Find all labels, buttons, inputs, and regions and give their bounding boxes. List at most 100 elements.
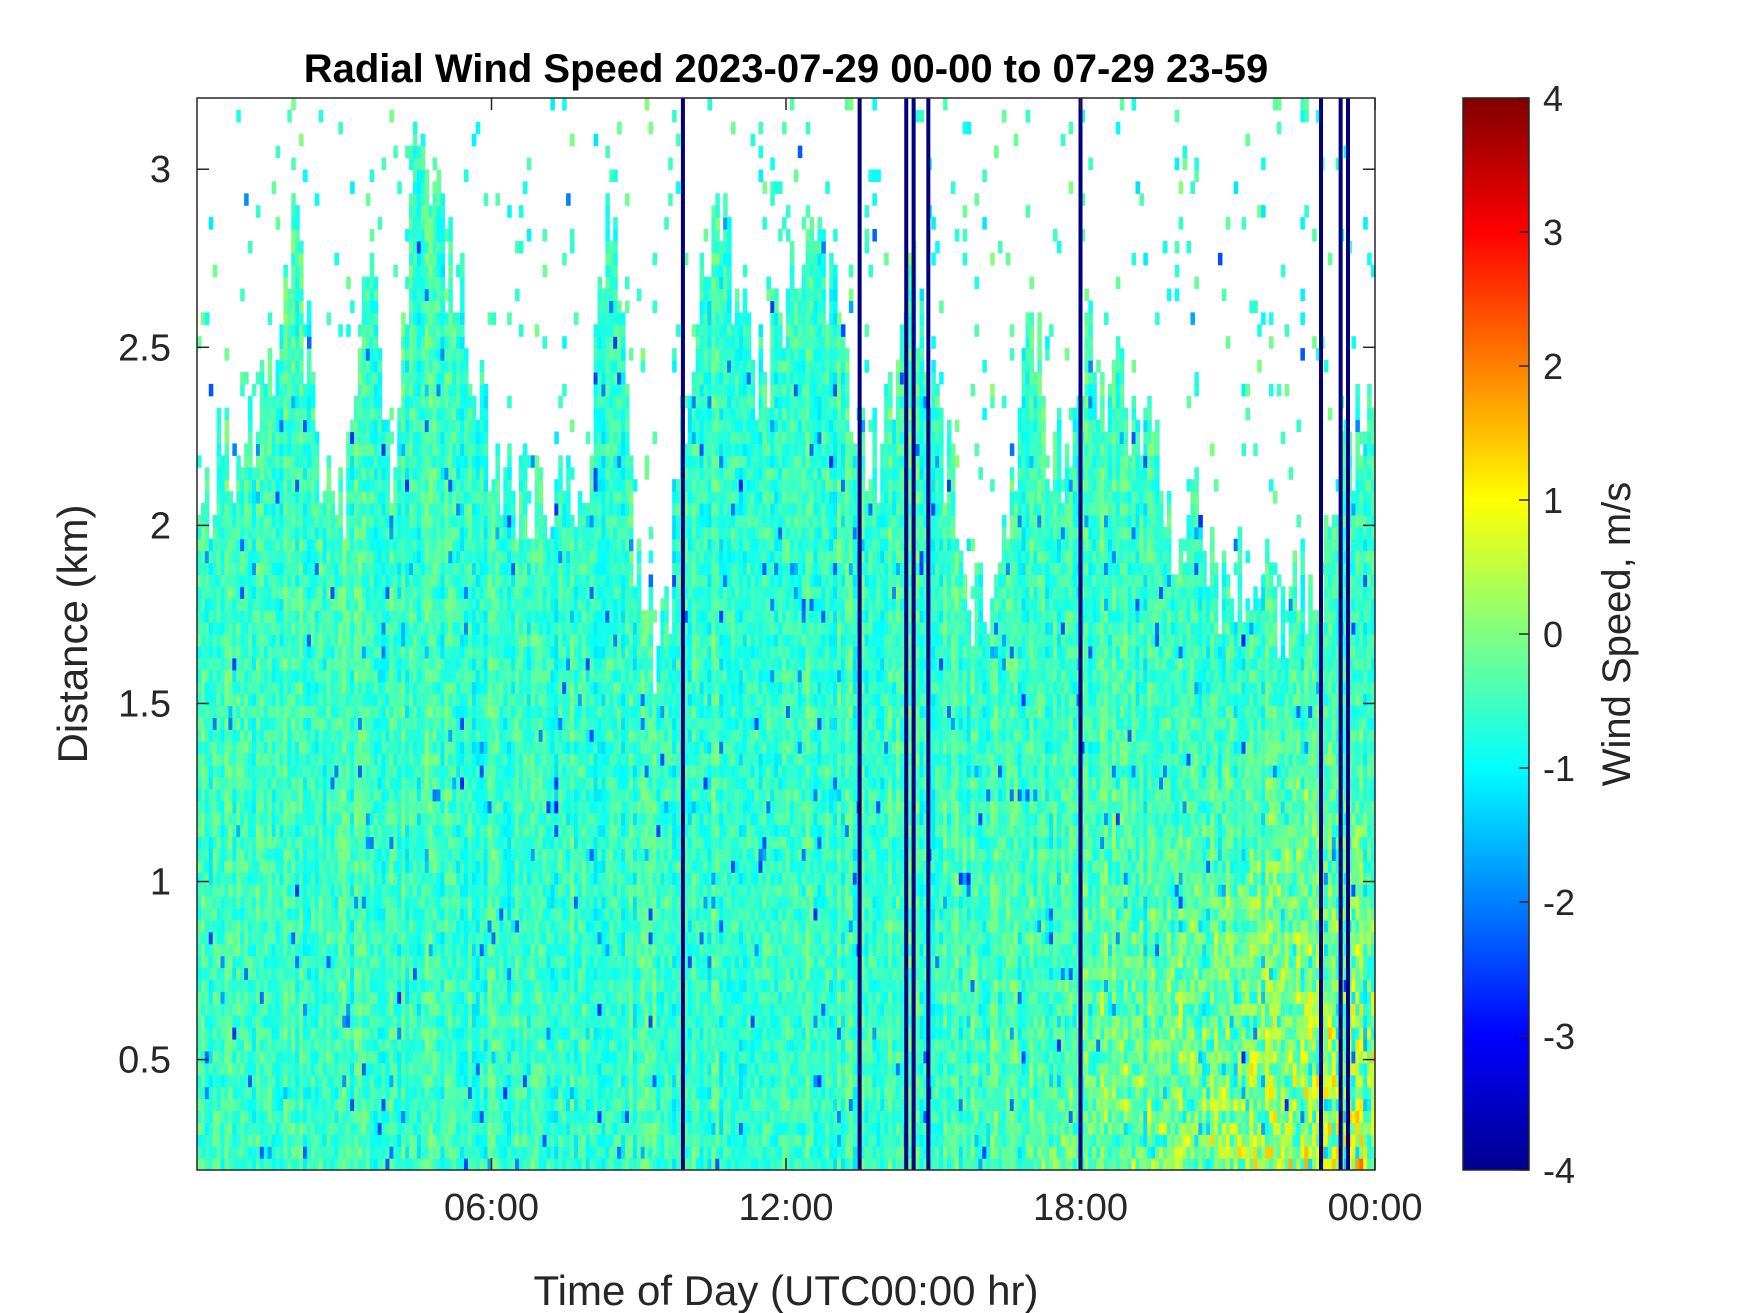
- heatmap-cell: [381, 431, 387, 445]
- heatmap-cell: [369, 467, 375, 480]
- heatmap-cell: [251, 634, 257, 647]
- heatmap-cell: [334, 991, 339, 1004]
- heatmap-cell: [197, 836, 202, 849]
- heatmap-cell: [464, 848, 469, 861]
- heatmap-cell: [369, 360, 375, 373]
- heatmap-cell: [318, 645, 324, 659]
- heatmap-cell: [436, 288, 442, 302]
- heatmap-cell: [420, 836, 426, 849]
- heatmap-cell: [350, 479, 355, 492]
- heatmap-cell: [405, 431, 410, 445]
- heatmap-cell: [444, 1122, 449, 1135]
- heatmap-cell: [346, 991, 351, 1004]
- heatmap-cell: [248, 681, 253, 695]
- heatmap-cell: [248, 1074, 253, 1088]
- heatmap-cell: [275, 848, 281, 861]
- heatmap-cell: [306, 574, 312, 587]
- heatmap-cell: [373, 824, 379, 838]
- heatmap-cell: [232, 1146, 237, 1159]
- heatmap-cell: [299, 753, 304, 766]
- heatmap-cell: [275, 479, 281, 492]
- heatmap-cell: [464, 538, 469, 552]
- heatmap-cell: [208, 1050, 214, 1064]
- heatmap-cell: [365, 717, 371, 730]
- heatmap-cell: [318, 1158, 324, 1170]
- heatmap-cell: [299, 538, 304, 552]
- heatmap-cell: [377, 383, 383, 397]
- heatmap-cell: [267, 836, 273, 849]
- heatmap-cell: [416, 276, 422, 290]
- heatmap-cell: [448, 336, 453, 349]
- heatmap-cell: [334, 1050, 339, 1064]
- heatmap-cell: [456, 443, 461, 456]
- heatmap-cell: [283, 741, 288, 754]
- heatmap-cell: [420, 586, 426, 599]
- heatmap-cell: [428, 812, 434, 826]
- heatmap-cell: [318, 526, 324, 540]
- heatmap-cell: [236, 788, 241, 802]
- heatmap-cell: [467, 383, 473, 397]
- heatmap-cell: [303, 491, 308, 504]
- heatmap-cell: [464, 967, 469, 981]
- heatmap-cell: [240, 1146, 245, 1159]
- heatmap-cell: [436, 443, 442, 456]
- heatmap-cell: [436, 669, 442, 683]
- heatmap-cell: [303, 812, 308, 826]
- heatmap-cell: [475, 479, 481, 492]
- heatmap-cell: [420, 967, 426, 981]
- heatmap-cell: [393, 1086, 398, 1100]
- heatmap-cell: [314, 657, 320, 671]
- heatmap-cell: [452, 1086, 457, 1100]
- heatmap-cell: [204, 514, 210, 528]
- heatmap-cell: [342, 907, 347, 921]
- heatmap-cell: [248, 979, 253, 992]
- heatmap-cell: [373, 967, 379, 981]
- heatmap-cell: [381, 622, 387, 635]
- heatmap-cell: [310, 514, 316, 528]
- heatmap-cell: [287, 622, 292, 635]
- heatmap-cell: [338, 1003, 343, 1016]
- heatmap-cell: [259, 1110, 265, 1123]
- heatmap-cell: [251, 669, 257, 683]
- heatmap-cell: [444, 705, 449, 718]
- heatmap-cell: [424, 229, 430, 242]
- heatmap-cell: [338, 824, 343, 838]
- heatmap-cell: [295, 312, 300, 325]
- heatmap-cell: [240, 574, 245, 587]
- heatmap-cell: [208, 919, 214, 933]
- heatmap-cell: [464, 467, 469, 480]
- heatmap-cell: [287, 514, 292, 528]
- heatmap-cell: [326, 312, 332, 325]
- heatmap-cell: [436, 776, 442, 790]
- heatmap-cell: [236, 586, 241, 599]
- heatmap-cell: [299, 300, 304, 313]
- heatmap-cell: [338, 681, 343, 695]
- heatmap-cell: [385, 860, 391, 873]
- heatmap-cell: [342, 848, 347, 861]
- heatmap-cell: [299, 741, 304, 754]
- heatmap-cell: [271, 669, 277, 683]
- heatmap-cell: [330, 598, 336, 611]
- heatmap-cell: [244, 729, 249, 742]
- heatmap-cell: [318, 860, 324, 873]
- heatmap-cell: [299, 562, 304, 576]
- heatmap-cell: [283, 1015, 288, 1028]
- heatmap-cell: [216, 1074, 222, 1088]
- heatmap-cell: [279, 657, 284, 671]
- heatmap-cell: [401, 907, 406, 921]
- heatmap-cell: [224, 919, 230, 933]
- heatmap-cell: [381, 657, 387, 671]
- heatmap-cell: [279, 788, 284, 802]
- heatmap-cell: [236, 1074, 241, 1088]
- heatmap-cell: [440, 407, 445, 421]
- heatmap-cell: [224, 681, 230, 695]
- heatmap-cell: [460, 395, 465, 409]
- heatmap-cell: [357, 812, 363, 826]
- heatmap-cell: [240, 526, 245, 540]
- heatmap-cell: [361, 395, 367, 409]
- heatmap-cell: [385, 574, 391, 587]
- heatmap-cell: [377, 1158, 383, 1170]
- heatmap-cell: [208, 550, 214, 564]
- heatmap-cell: [346, 1158, 351, 1170]
- heatmap-cell: [342, 574, 347, 587]
